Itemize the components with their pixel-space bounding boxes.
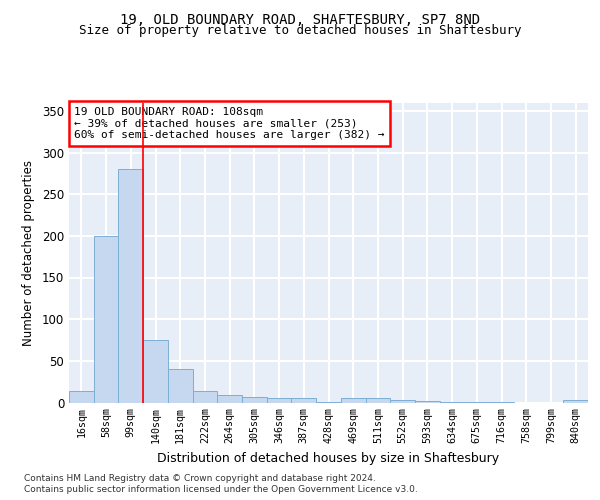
Bar	[143, 340, 168, 402]
Text: Contains HM Land Registry data © Crown copyright and database right 2024.: Contains HM Land Registry data © Crown c…	[24, 474, 376, 483]
Text: 19, OLD BOUNDARY ROAD, SHAFTESBURY, SP7 8ND: 19, OLD BOUNDARY ROAD, SHAFTESBURY, SP7 …	[120, 12, 480, 26]
Bar	[168, 369, 193, 402]
Bar	[563, 400, 588, 402]
Bar	[365, 398, 390, 402]
Bar	[415, 401, 440, 402]
Bar	[217, 395, 242, 402]
Bar	[118, 169, 143, 402]
Bar	[94, 236, 118, 402]
Bar	[292, 398, 316, 402]
Bar	[267, 398, 292, 402]
X-axis label: Distribution of detached houses by size in Shaftesbury: Distribution of detached houses by size …	[157, 452, 500, 464]
Bar	[69, 391, 94, 402]
Text: Size of property relative to detached houses in Shaftesbury: Size of property relative to detached ho…	[79, 24, 521, 37]
Text: Contains public sector information licensed under the Open Government Licence v3: Contains public sector information licen…	[24, 485, 418, 494]
Text: 19 OLD BOUNDARY ROAD: 108sqm
← 39% of detached houses are smaller (253)
60% of s: 19 OLD BOUNDARY ROAD: 108sqm ← 39% of de…	[74, 107, 385, 140]
Y-axis label: Number of detached properties: Number of detached properties	[22, 160, 35, 346]
Bar	[341, 398, 365, 402]
Bar	[390, 400, 415, 402]
Bar	[242, 396, 267, 402]
Bar	[193, 391, 217, 402]
